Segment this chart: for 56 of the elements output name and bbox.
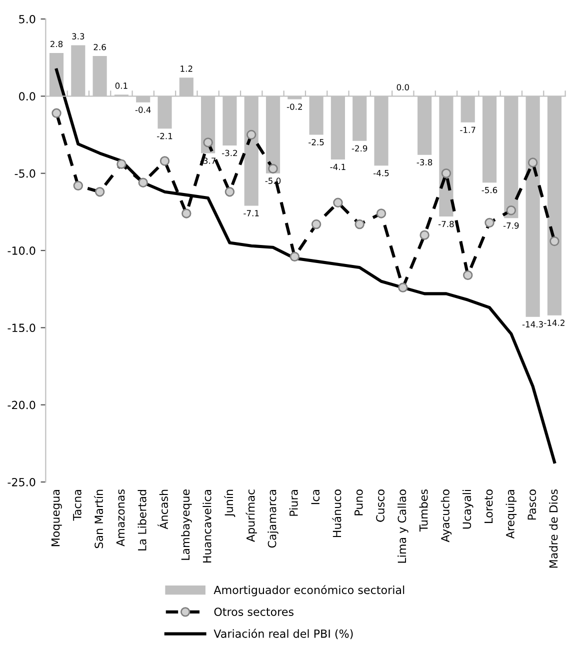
data-label: 2.6	[94, 44, 106, 50]
legend-label: Variación real del PBI (%)	[214, 628, 353, 640]
y-tick-label: -25.0	[8, 478, 36, 486]
data-label: -1.7	[460, 126, 476, 133]
x-tick-label: Puno	[354, 490, 363, 516]
x-tick-label: Junín	[224, 490, 236, 518]
data-label: 0.1	[115, 82, 128, 89]
data-label: -7.8	[438, 220, 454, 228]
y-tick-label: 5.0	[19, 14, 36, 24]
data-label: 0.0	[396, 84, 409, 90]
data-label: -7.9	[503, 222, 519, 229]
x-tick-label: Lambayeque	[181, 490, 192, 560]
data-label: -0.2	[286, 104, 302, 110]
x-tick-label: Amazonas	[116, 489, 125, 546]
data-label: -3.8	[416, 159, 432, 166]
x-tick-label: Pasco	[528, 490, 536, 520]
x-tick-label: Cajamarca	[268, 490, 278, 548]
y-tick-label: -20.0	[8, 400, 36, 410]
data-label: -4.5	[374, 170, 389, 176]
x-tick-label: Apurímac	[246, 490, 257, 542]
x-tick-label: Piura	[289, 490, 298, 516]
data-label: -2.9	[352, 145, 368, 152]
y-tick-label: -5.0	[14, 169, 36, 178]
data-label: -3.2	[222, 150, 238, 156]
x-tick-label: Ayacucho	[440, 490, 452, 542]
x-tick-label: Lima y Callao	[398, 490, 408, 563]
legend-label: Otros sectores	[214, 608, 294, 616]
data-label: 2.8	[50, 40, 63, 48]
x-tick-label: Arequipa	[506, 490, 517, 539]
y-tick-label: -10.0	[8, 246, 36, 255]
x-tick-label: Ucayali	[462, 490, 474, 529]
data-label: -14.3	[522, 321, 543, 328]
data-label: -5.6	[482, 186, 498, 194]
data-label: -14.2	[544, 320, 564, 326]
x-tick-label: Ica	[311, 490, 320, 504]
data-label: -4.1	[330, 164, 346, 170]
data-label: -0.4	[135, 106, 151, 113]
data-label: 3.3	[72, 33, 84, 40]
x-tick-label: Madre de Dios	[549, 489, 558, 568]
data-label: 1.2	[180, 66, 192, 72]
x-tick-label: Cusco	[376, 490, 384, 522]
data-label: -2.1	[157, 132, 172, 140]
legend-label: Amortiguador económico sectorial	[214, 585, 404, 596]
x-tick-label: La Libertad	[138, 490, 146, 550]
data-label: -2.5	[308, 139, 324, 146]
x-tick-label: Áncash	[158, 490, 168, 530]
x-tick-label: Huánuco	[332, 490, 342, 538]
x-tick-label: San Martín	[94, 490, 104, 548]
x-tick-label: Tumbes	[419, 489, 428, 532]
x-tick-label: Moquegua	[51, 490, 62, 546]
data-label: -7.1	[244, 210, 259, 216]
x-tick-label: Tacna	[73, 490, 82, 521]
x-tick-label: Huancavelica	[202, 490, 212, 563]
y-tick-label: 0.0	[19, 92, 36, 101]
y-tick-label: -15.0	[8, 324, 36, 332]
x-tick-label: Loreto	[484, 490, 493, 523]
